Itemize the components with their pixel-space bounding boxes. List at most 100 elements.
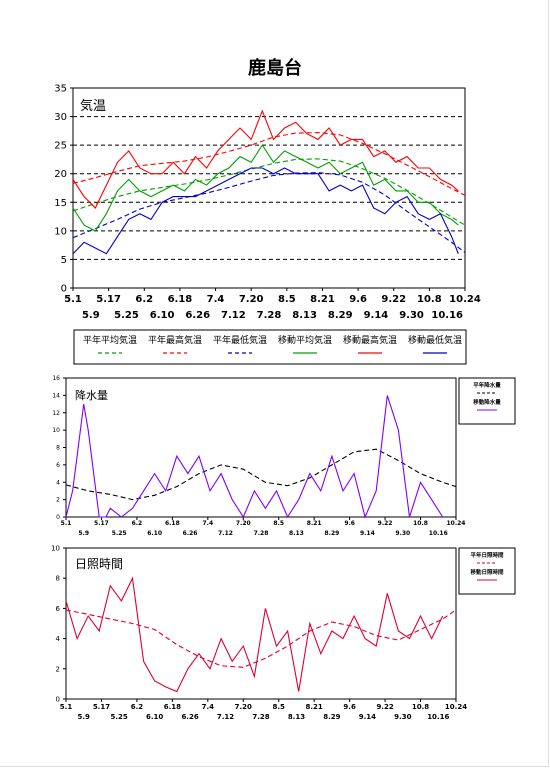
x-tick-label-upper: 9.22 (376, 703, 393, 711)
x-tick-label-lower: 10.16 (431, 310, 463, 321)
x-tick-label-upper: 8.5 (273, 703, 286, 711)
series-line-0 (72, 158, 466, 226)
y-tick-label: 6 (56, 605, 61, 613)
x-tick-label-upper: 7.4 (202, 520, 213, 527)
x-tick-label-lower: 10.16 (427, 713, 449, 721)
x-tick-label-lower: 9.30 (394, 713, 411, 721)
legend-label-0: 平年日照時間 (470, 551, 504, 559)
x-tick-label-lower: 9.14 (360, 530, 375, 537)
x-tick-label-upper: 6.18 (165, 520, 180, 527)
x-tick-label-upper: 5.17 (93, 703, 110, 711)
x-tick-label-lower: 6.10 (146, 713, 163, 721)
x-tick-label-upper: 8.21 (310, 294, 335, 305)
series-line-1 (65, 576, 444, 693)
x-tick-label-lower: 8.29 (325, 530, 340, 537)
x-tick-label-lower: 5.25 (111, 713, 128, 721)
x-tick-label-upper: 6.2 (132, 520, 143, 527)
x-tick-label-upper: 10.8 (417, 294, 442, 305)
y-tick-label: 4 (56, 635, 61, 643)
x-tick-label-upper: 5.17 (94, 520, 109, 527)
chart-panel-2 (63, 547, 457, 702)
x-tick-label-lower: 7.12 (221, 310, 246, 321)
y-tick-label: 4 (56, 479, 60, 486)
y-tick-label: 30 (54, 112, 67, 123)
x-tick-label-lower: 5.9 (82, 310, 100, 321)
y-tick-label: 8 (56, 445, 60, 452)
y-tick-label: 14 (52, 392, 60, 399)
y-tick-label: 16 (52, 375, 60, 382)
x-tick-label-lower: 9.14 (364, 310, 389, 321)
x-tick-label-upper: 5.1 (64, 294, 82, 305)
y-tick-label: 6 (56, 462, 60, 469)
x-tick-label-lower: 8.13 (292, 310, 317, 321)
x-tick-label-lower: 8.13 (288, 713, 305, 721)
y-tick-label: 0 (56, 514, 60, 521)
series-line-3 (72, 144, 459, 232)
x-tick-label-upper: 8.5 (273, 520, 284, 527)
x-tick-label-upper: 8.21 (307, 520, 322, 527)
x-tick-label-upper: 5.17 (96, 294, 121, 305)
y-tick-label: 2 (56, 665, 60, 673)
y-tick-label: 20 (54, 169, 67, 180)
x-tick-label-lower: 7.28 (254, 530, 269, 537)
x-tick-label-lower: 7.12 (217, 713, 234, 721)
x-tick-label-lower: 5.9 (78, 530, 89, 537)
x-tick-label-lower: 5.9 (78, 713, 91, 721)
legend-label-4: 移動最高気温 (343, 334, 397, 346)
y-tick-label: 0 (56, 695, 60, 703)
plot-frame (72, 87, 466, 289)
x-tick-label-upper: 6.2 (135, 294, 153, 305)
legend-label-1: 平年最高気温 (148, 334, 202, 346)
y-tick-label: 10 (51, 544, 60, 552)
chart-panel-0 (70, 87, 466, 291)
plot-frame (65, 377, 457, 518)
x-tick-label-upper: 5.1 (60, 703, 73, 711)
legend-box (73, 329, 467, 365)
x-tick-label-upper: 7.4 (202, 703, 215, 711)
series-line-4 (72, 109, 459, 209)
legend-label-1: 移動降水量 (473, 398, 501, 406)
x-tick-label-upper: 9.22 (378, 520, 393, 527)
series-line-1 (72, 132, 466, 196)
x-tick-label-lower: 6.10 (150, 310, 175, 321)
legend-label-5: 移動最低気温 (408, 334, 462, 346)
x-tick-label-upper: 7.20 (236, 520, 251, 527)
x-tick-label-upper: 10.24 (445, 703, 467, 711)
legend-box (458, 377, 516, 425)
x-tick-label-lower: 9.30 (399, 310, 424, 321)
y-tick-label: 25 (54, 141, 67, 152)
y-tick-label: 0 (61, 284, 67, 295)
x-tick-label-upper: 9.6 (343, 703, 356, 711)
page-title: 鹿島台 (248, 57, 302, 79)
series-line-5 (72, 167, 459, 255)
x-tick-label-upper: 8.5 (278, 294, 296, 305)
x-tick-label-upper: 10.24 (447, 520, 466, 527)
x-tick-label-upper: 9.6 (349, 294, 367, 305)
chart-title: 日照時間 (75, 557, 123, 571)
x-tick-label-upper: 7.20 (235, 703, 252, 711)
series-line-2 (72, 172, 466, 254)
y-tick-label: 10 (52, 427, 60, 434)
x-tick-label-lower: 7.28 (257, 310, 282, 321)
x-tick-label-lower: 6.26 (185, 310, 210, 321)
x-tick-label-lower: 7.28 (252, 713, 269, 721)
legend-label-0: 平年平均気温 (83, 334, 137, 346)
y-tick-label: 2 (56, 497, 60, 504)
x-tick-label-upper: 7.4 (207, 294, 225, 305)
x-tick-label-upper: 10.24 (449, 294, 481, 305)
y-tick-label: 12 (52, 410, 60, 417)
legend-2 (458, 547, 516, 595)
x-tick-label-lower: 6.26 (181, 713, 198, 721)
x-tick-label-upper: 6.18 (168, 294, 193, 305)
chart-title: 気温 (80, 98, 106, 114)
x-tick-label-lower: 6.26 (183, 530, 198, 537)
legend-temperature (73, 329, 467, 365)
legend-label-3: 移動平均気温 (278, 334, 332, 346)
x-tick-label-lower: 8.29 (323, 713, 340, 721)
legend-box (458, 547, 516, 595)
x-tick-label-upper: 6.2 (131, 703, 144, 711)
x-tick-label-lower: 9.30 (395, 530, 410, 537)
plot-frame (65, 547, 457, 700)
chart-title: 降水量 (75, 388, 108, 402)
legend-label-1: 移動日照時間 (470, 568, 504, 576)
